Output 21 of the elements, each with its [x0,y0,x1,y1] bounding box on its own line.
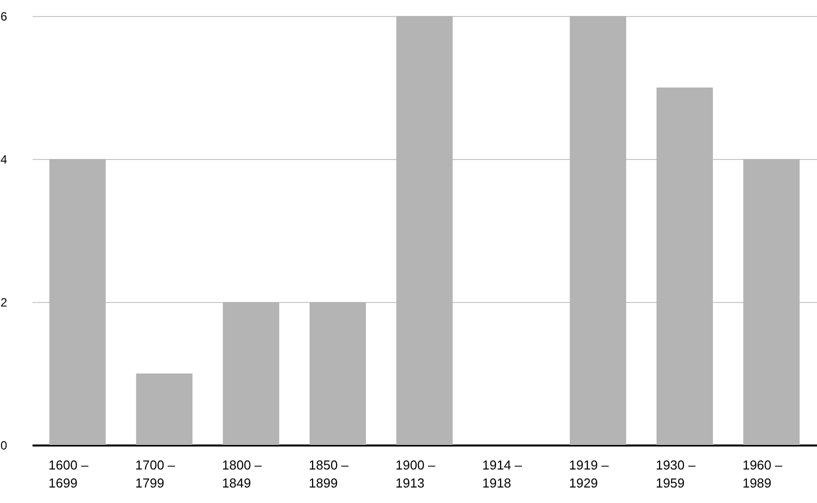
x-tick-label: 1700 – 1799 [135,458,176,490]
bar [222,302,280,445]
bar [49,159,106,445]
bar [743,159,800,445]
x-tick-label: 1919 – 1929 [568,458,610,490]
y-tick-label: 6 [0,10,8,24]
bar [570,16,626,445]
bar [310,302,366,445]
y-tick-label: 4 [0,152,8,166]
x-tick-label: 1960 – 1989 [742,458,783,490]
x-tick-label: 1850 – 1899 [308,458,350,490]
x-tick-label: 1800 – 1849 [222,458,263,490]
x-tick-label: 1914 – 1918 [482,458,523,490]
bar [136,374,192,445]
bar [396,16,453,445]
bar [656,88,713,445]
y-tick-label: 2 [0,296,8,310]
x-tick-label: 1930 – 1959 [656,458,696,490]
y-tick-label: 0 [0,438,8,452]
x-tick-label: 1600 – 1699 [48,458,90,490]
x-tick-label: 1900 – 1913 [396,458,436,490]
